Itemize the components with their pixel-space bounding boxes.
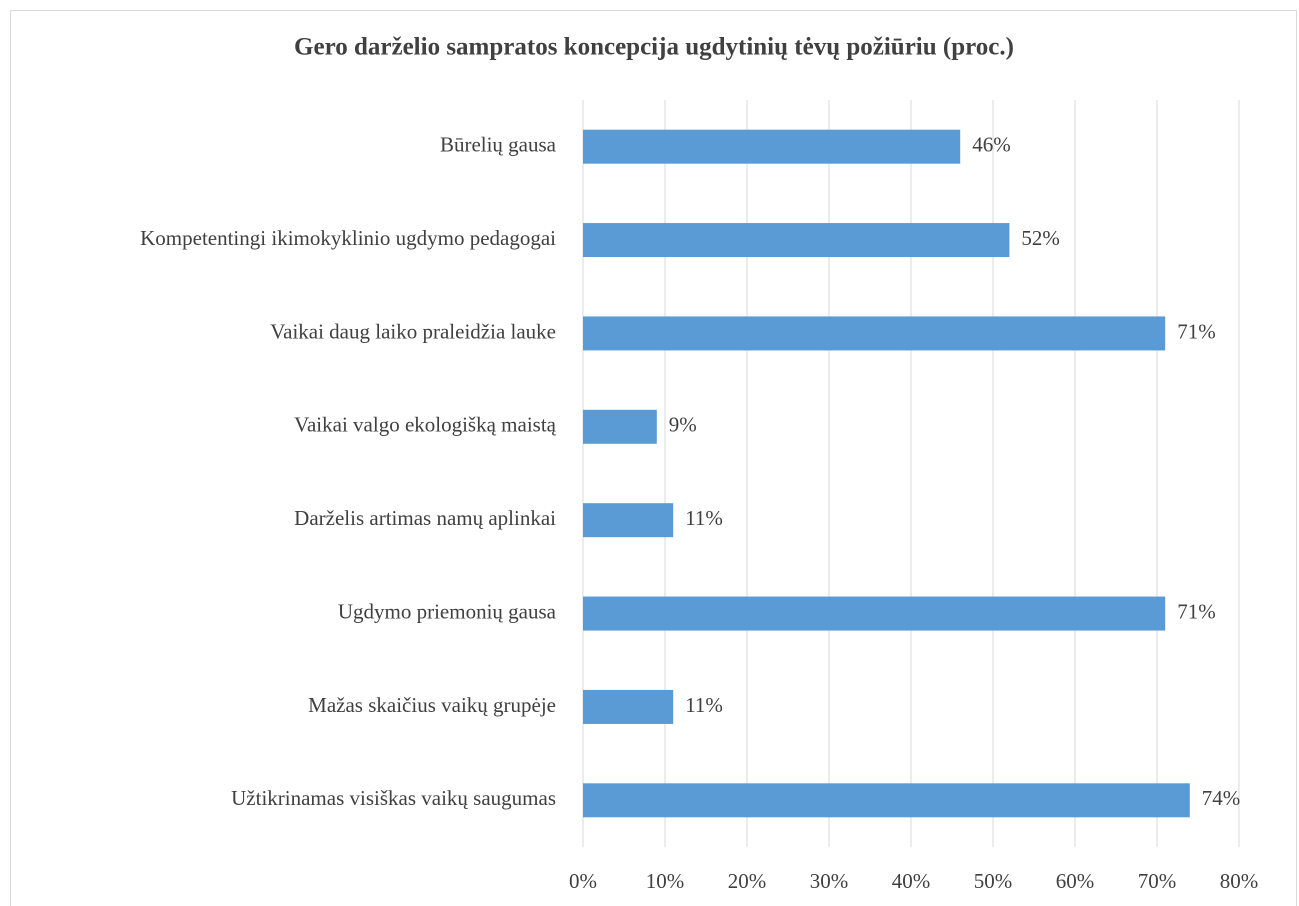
x-tick-label: 30% — [810, 869, 849, 893]
y-tick-label: Kompetentingi ikimokyklinio ugdymo pedag… — [140, 226, 556, 250]
y-tick-label: Vaikai daug laiko praleidžia lauke — [270, 319, 556, 343]
x-tick-label: 50% — [974, 869, 1013, 893]
data-label: 9% — [669, 413, 697, 437]
data-label: 71% — [1177, 319, 1216, 343]
bar — [583, 316, 1166, 351]
y-tick-label: Vaikai valgo ekologišką maistą — [294, 413, 557, 437]
data-label: 46% — [972, 133, 1011, 157]
y-tick-label: Būrelių gausa — [440, 133, 557, 157]
y-tick-label: Ugdymo priemonių gausa — [338, 599, 557, 623]
data-label: 71% — [1177, 599, 1216, 623]
bar — [583, 783, 1190, 818]
bar — [583, 503, 674, 538]
bar — [583, 223, 1010, 258]
x-tick-label: 80% — [1220, 869, 1259, 893]
x-tick-label: 20% — [728, 869, 767, 893]
x-tick-label: 60% — [1056, 869, 1095, 893]
x-tick-label: 70% — [1138, 869, 1177, 893]
chart-title: Gero darželio sampratos koncepcija ugdyt… — [294, 34, 1014, 61]
data-label: 74% — [1202, 786, 1241, 810]
x-tick-label: 40% — [892, 869, 931, 893]
x-tick-label: 10% — [646, 869, 685, 893]
y-tick-label: Užtikrinamas visiškas vaikų saugumas — [231, 786, 556, 810]
bar — [583, 596, 1166, 631]
y-tick-label: Mažas skaičius vaikų grupėje — [308, 693, 556, 717]
data-label: 11% — [685, 693, 723, 717]
bar — [583, 129, 961, 164]
bar — [583, 409, 657, 444]
bar — [583, 689, 674, 724]
data-label: 52% — [1021, 226, 1060, 250]
x-tick-label: 0% — [569, 869, 597, 893]
data-label: 11% — [685, 506, 723, 530]
y-tick-label: Darželis artimas namų aplinkai — [294, 506, 556, 530]
